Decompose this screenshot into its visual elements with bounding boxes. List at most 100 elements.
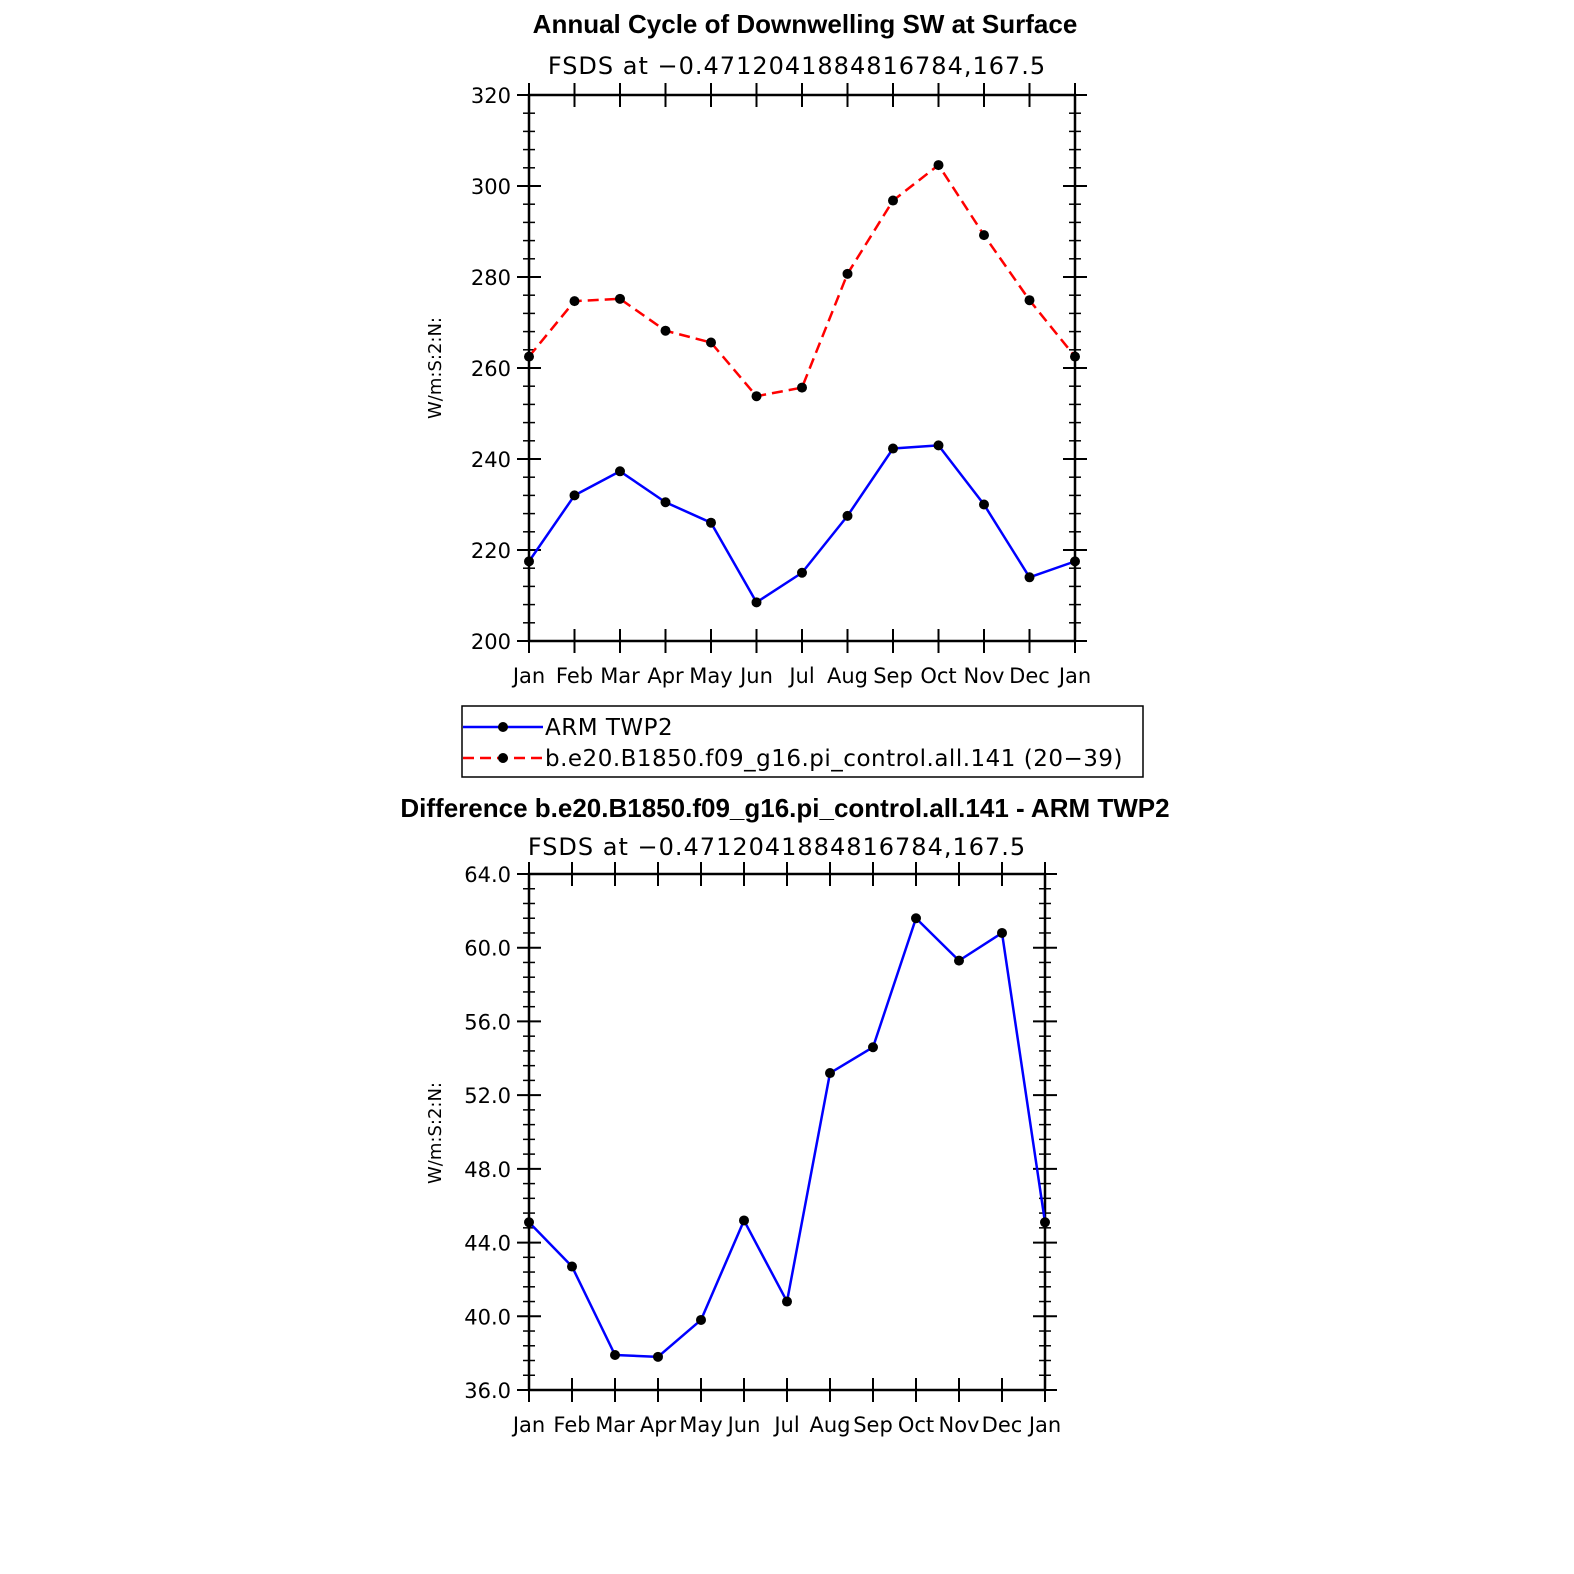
chart1-series-0-point [569, 490, 580, 501]
chart1-series-0-line [527, 444, 1076, 604]
chart1-series-0-point [751, 597, 762, 608]
chart1-series-1-line [528, 163, 1076, 398]
chart2-subtitle: FSDS at −0.4712041884816784,167.5 [528, 833, 1026, 861]
chart2-series-0-point [997, 927, 1007, 938]
chart1-series-1-point [569, 296, 580, 307]
chart2-y-tick-label: 48.0 [464, 1158, 511, 1182]
chart1-x-tick-label: Aug [827, 664, 868, 688]
chart2-series-0-point [954, 955, 964, 966]
chart1-x-tick-label: Nov [964, 664, 1005, 688]
chart2-x-tick-label: Jun [726, 1413, 761, 1437]
chart1-series-1-point [1024, 295, 1035, 306]
chart1-x-tick-label: Jan [511, 664, 545, 688]
chart1-series-0-point [797, 567, 807, 578]
chart1-x-tick-label: May [689, 664, 732, 688]
chart2-series-0-point [868, 1042, 878, 1053]
chart2-series-0-line [528, 916, 1047, 1359]
chart1-series-1-point [888, 195, 898, 206]
chart1-y-tick-label: 280 [471, 266, 511, 290]
chart1-x-tick-label: Dec [1009, 664, 1050, 688]
chart2-x-tick-label: Dec [982, 1413, 1023, 1437]
legend-box [461, 705, 1144, 778]
chart1-series-0-point [706, 517, 716, 528]
chart2-series-0-point [567, 1261, 577, 1272]
chart1-series-0-point [524, 556, 534, 567]
chart2-y-tick-label: 44.0 [464, 1232, 511, 1256]
chart2-series-0-point [696, 1314, 706, 1325]
chart1-y-tick-label: 300 [471, 175, 511, 199]
chart1-series-1-point [979, 230, 989, 241]
chart1-series-0-point [660, 497, 671, 508]
chart2-y-tick-label: 64.0 [464, 863, 511, 887]
chart2-y-tick-label: 36.0 [464, 1379, 511, 1403]
chart1-plot: 200 220 240 260 280 300 320 Jan Feb Mar Apr May Jun J… [471, 83, 1091, 688]
chart1-y-tick-label: 220 [471, 539, 511, 563]
chart2-x-tick-label: Mar [595, 1413, 635, 1437]
chart2-y-tick-label: 40.0 [464, 1305, 511, 1329]
chart2-series-0-point [911, 913, 921, 924]
chart1-y-tick-label: 260 [471, 357, 511, 381]
chart1-series-0-point [1070, 556, 1080, 567]
legend-marker-model [498, 753, 508, 763]
chart1-series-0-point [933, 440, 944, 451]
chart1-x-tick-label: Mar [600, 664, 640, 688]
chart2-series-0-point [1040, 1217, 1050, 1228]
chart2-frame [527, 872, 1047, 1392]
chart1-y-tick-label: 200 [471, 630, 511, 654]
chart2-series-0-point [782, 1296, 792, 1307]
chart2-x-tick-label: Sep [853, 1413, 893, 1437]
chart1-series-0-point [979, 499, 989, 510]
legend-marker-obs [498, 722, 508, 732]
chart2-x-tick-label: Nov [939, 1413, 980, 1437]
chart2-y-axis-label: W/m:S:2:N: [425, 1082, 446, 1184]
chart1-y-tick-label: 240 [471, 448, 511, 472]
chart2-x-tick-label: Oct [898, 1413, 934, 1437]
chart2-x-tick-label: Aug [809, 1413, 850, 1437]
chart1-x-tick-label: Apr [647, 664, 684, 688]
chart1-series-0-point [842, 510, 853, 521]
chart1-x-tick-label: Jul [787, 664, 814, 688]
chart2-x-tick-label: Jul [772, 1413, 799, 1437]
chart1-x-tick-label: Jan [1057, 664, 1091, 688]
chart1-series-1-point [933, 160, 944, 171]
chart2-x-tick-label: Jan [1027, 1413, 1061, 1437]
chart1-series-1-point [706, 337, 716, 348]
chart2-x-tick-label: Feb [553, 1413, 590, 1437]
chart1-series-0-point [1024, 572, 1035, 583]
chart1-series-1-point [524, 351, 534, 362]
chart2-x-tick-label: May [679, 1413, 722, 1437]
chart1-series-1-point [842, 268, 853, 279]
legend-label-model: b.e20.B1850.f09_g16.pi_control.all.141 (… [545, 746, 1123, 772]
chart2-y-tick-label: 56.0 [464, 1010, 511, 1034]
chart1-title: Annual Cycle of Downwelling SW at Surfac… [533, 9, 1078, 39]
chart1-x-tick-label: Sep [873, 664, 913, 688]
chart1-subtitle: FSDS at −0.4712041884816784,167.5 [548, 52, 1046, 80]
chart1-series-1-point [751, 391, 762, 402]
chart1-y-tick-label: 320 [471, 84, 511, 108]
chart2-series-0-point [610, 1349, 620, 1360]
chart1-series-1-point [660, 325, 671, 336]
chart1-series-0-point [615, 466, 625, 477]
chart2-x-tick-label: Apr [640, 1413, 677, 1437]
chart1-y-axis-label: W/m:S:2:N: [425, 317, 446, 419]
chart1-x-tick-label: Jun [738, 664, 773, 688]
chart2-series-0-point [653, 1351, 663, 1362]
chart1-x-tick-label: Feb [556, 664, 593, 688]
chart1-series-1-point [1070, 351, 1080, 362]
chart1-x-tick-label: Oct [920, 664, 956, 688]
chart1-series-1-point [797, 382, 807, 393]
legend-label-obs: ARM TWP2 [545, 715, 673, 741]
chart2-title: Difference b.e20.B1850.f09_g16.pi_contro… [400, 793, 1169, 823]
chart1-frame [527, 93, 1077, 643]
chart2-series-0-point [524, 1217, 534, 1228]
chart2-series-0-point [739, 1215, 749, 1226]
chart1-series-0-point [888, 443, 898, 454]
chart2-series-0-point [825, 1068, 835, 1079]
legend: ARM TWP2 b.e20.B1850.f09_g16.pi_control.… [461, 705, 1144, 778]
chart2-x-tick-label: Jan [511, 1413, 545, 1437]
chart1-series-1-point [615, 293, 625, 304]
chart2-y-tick-label: 52.0 [464, 1084, 511, 1108]
chart2-y-tick-label: 60.0 [464, 937, 511, 961]
